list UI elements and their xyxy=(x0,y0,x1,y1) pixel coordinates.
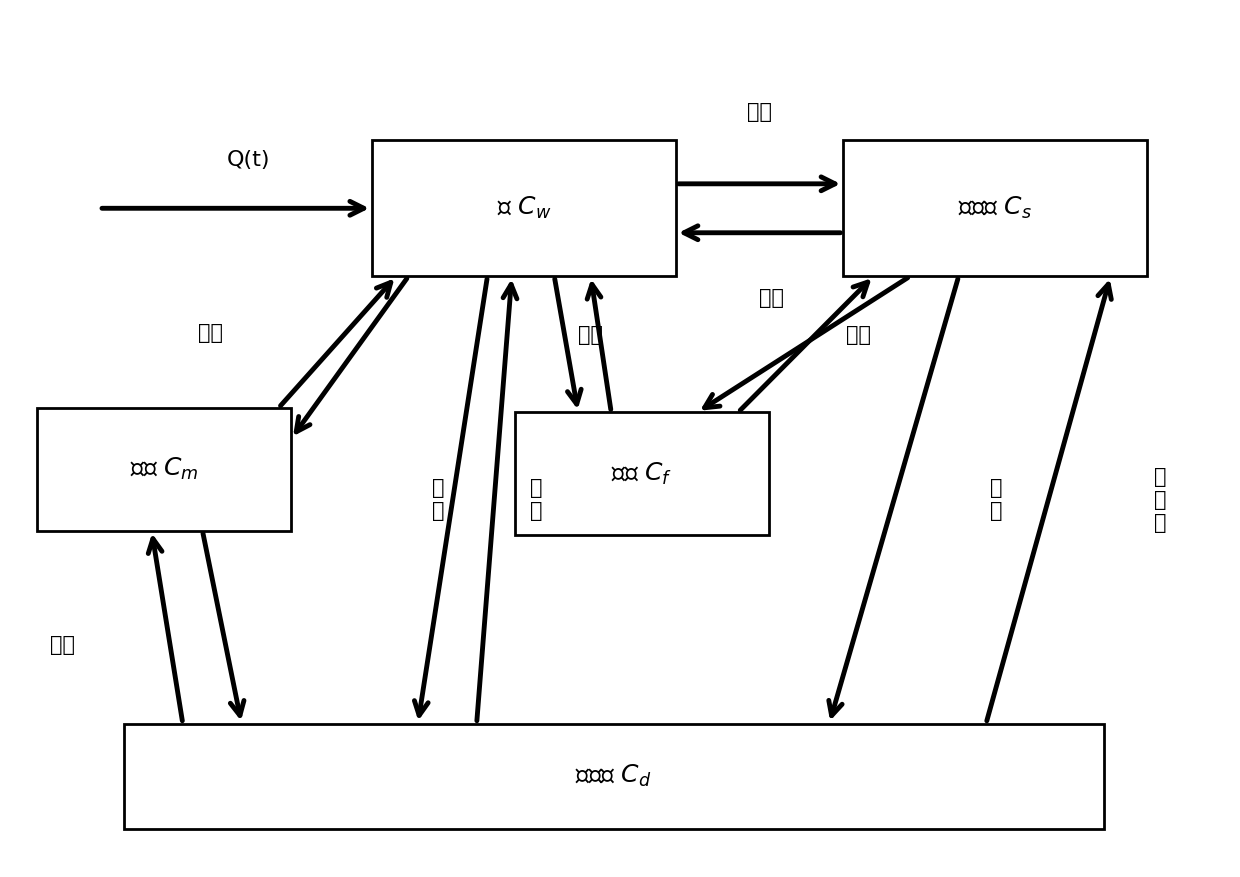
FancyBboxPatch shape xyxy=(843,140,1147,276)
Text: 水 $C_w$: 水 $C_w$ xyxy=(496,196,552,221)
FancyBboxPatch shape xyxy=(37,408,291,531)
Text: 沉积物 $C_d$: 沉积物 $C_d$ xyxy=(575,763,652,789)
Text: 摄入: 摄入 xyxy=(50,635,76,654)
Text: 吸附: 吸附 xyxy=(746,103,773,122)
Text: 摄入: 摄入 xyxy=(578,325,603,346)
Text: 解吸: 解吸 xyxy=(759,289,785,308)
FancyBboxPatch shape xyxy=(372,140,676,276)
Text: 鱼类 $C_f$: 鱼类 $C_f$ xyxy=(611,460,672,487)
Text: 悬浮物 $C_s$: 悬浮物 $C_s$ xyxy=(959,196,1032,221)
Text: 贝类 $C_m$: 贝类 $C_m$ xyxy=(130,456,198,482)
Text: 摄入: 摄入 xyxy=(846,325,870,346)
Text: 吸
附: 吸 附 xyxy=(432,478,444,522)
Text: 摄入: 摄入 xyxy=(198,324,223,343)
Text: Q(t): Q(t) xyxy=(226,150,270,170)
Text: 沉
积: 沉 积 xyxy=(990,478,1002,522)
Text: 再
悬
浮: 再 悬 浮 xyxy=(1154,467,1167,533)
FancyBboxPatch shape xyxy=(515,412,769,535)
FancyBboxPatch shape xyxy=(124,724,1104,829)
Text: 解
吸: 解 吸 xyxy=(531,478,543,522)
